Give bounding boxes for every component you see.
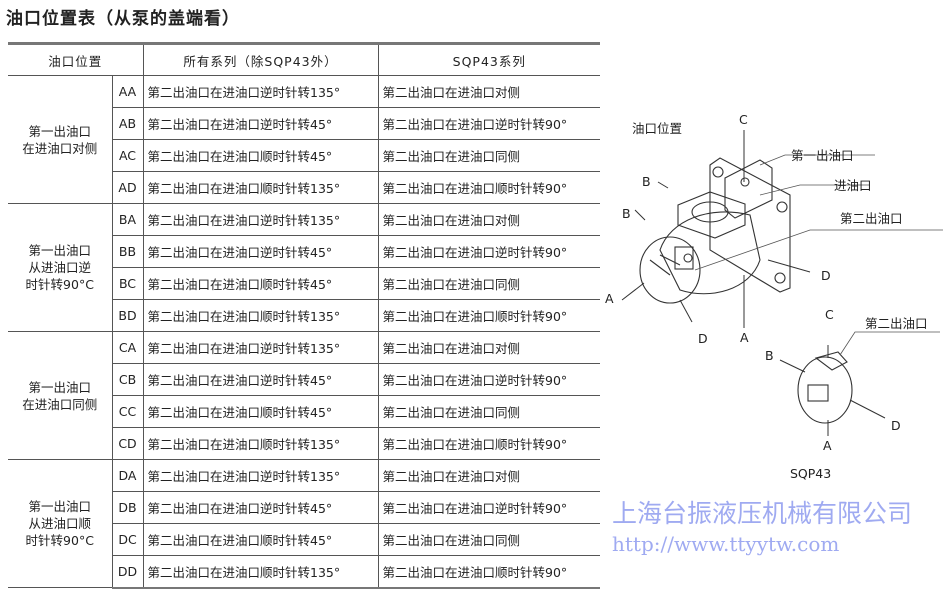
port-code: BC <box>111 267 144 300</box>
all-series-desc: 第二出油口在进油口顺时针转45° <box>142 523 379 556</box>
table-row: CD 第二出油口在进油口顺时针转135° 第二出油口在进油口顺时针转90° <box>8 427 600 460</box>
sqp43-desc: 第二出油口在进油口逆时针转90° <box>377 491 600 524</box>
table-row: 第一出油口 在进油口同侧 CA 第二出油口在进油口逆时针转135° 第二出油口在进油口对… <box>8 331 600 460</box>
watermark-company: 上海台振液压机械有限公司 <box>612 499 913 528</box>
page-title: 油口位置表（从泵的盖端看） <box>6 9 240 29</box>
sqp43-desc: 第二出油口在进油口顺时针转90° <box>377 427 600 460</box>
sqp43-desc: 第二出油口在进油口对侧 <box>377 459 600 492</box>
small-label-second-outlet: 第二出油口 <box>865 316 928 331</box>
port-code: DC <box>111 523 144 556</box>
label-second-outlet: 第二出油口 <box>840 211 903 226</box>
all-series-desc: 第二出油口在进油口顺时针转45° <box>142 395 379 428</box>
table-row: BC 第二出油口在进油口顺时针转45° 第二出油口在进油口同侧 <box>8 267 600 300</box>
sqp43-desc: 第二出油口在进油口顺时针转90° <box>377 555 600 589</box>
all-series-desc: 第二出油口在进油口逆时针转45° <box>142 491 379 524</box>
port-code: DD <box>111 555 144 589</box>
all-series-desc: 第二出油口在进油口顺时针转45° <box>142 267 379 300</box>
all-series-desc: 第二出油口在进油口逆时针转45° <box>142 107 379 140</box>
table-row: 第一出油口 从进油口逆 时针转90°C BA 第二出油口在进油口逆时针转135° 第二出油… <box>8 203 600 332</box>
all-series-desc: 第二出油口在进油口逆时针转135° <box>142 331 379 364</box>
label-b-upper: B <box>642 174 651 189</box>
label-d-right: D <box>821 268 831 283</box>
label-a-bottom: A <box>740 330 749 345</box>
all-series-desc: 第二出油口在进油口逆时针转135° <box>142 459 379 492</box>
sqp43-desc: 第二出油口在进油口同侧 <box>377 395 600 428</box>
sqp43-desc: 第二出油口在进油口逆时针转90° <box>377 235 600 268</box>
port-code: AA <box>111 75 144 108</box>
label-b-lower: B <box>622 206 631 221</box>
table-row: 第一出油口 在进油口对侧 AA 第二出油口在进油口逆时针转135° 第二出油口在进油口对… <box>8 75 600 204</box>
port-code: CC <box>111 395 144 428</box>
all-series-desc: 第二出油口在进油口顺时针转135° <box>142 555 379 589</box>
small-label-a: A <box>823 438 832 453</box>
group-label: 第一出油口 在进油口对侧 <box>8 75 113 204</box>
port-code: AB <box>111 107 144 140</box>
table-row: 第一出油口 从进油口顺 时针转90°C DA 第二出油口在进油口逆时针转135° 第二出油… <box>8 459 600 588</box>
port-code: CA <box>111 331 144 364</box>
port-code: BA <box>111 203 144 236</box>
table-row: DB 第二出油口在进油口逆时针转45° 第二出油口在进油口逆时针转90° <box>8 491 600 524</box>
port-code: AC <box>111 139 144 172</box>
port-code: BD <box>111 299 144 332</box>
port-code: BB <box>111 235 144 268</box>
port-code: CB <box>111 363 144 396</box>
sqp43-desc: 第二出油口在进油口顺时针转90° <box>377 171 600 204</box>
small-label-c: C <box>825 307 834 322</box>
table-row: DC 第二出油口在进油口顺时针转45° 第二出油口在进油口同侧 <box>8 523 600 556</box>
small-label-b: B <box>765 348 774 363</box>
table-row: DD 第二出油口在进油口顺时针转135° 第二出油口在进油口顺时针转90° <box>8 555 600 589</box>
group-label: 第一出油口 在进油口同侧 <box>8 331 113 460</box>
all-series-desc: 第二出油口在进油口逆时针转45° <box>142 363 379 396</box>
label-inlet: 进油口 <box>834 178 872 193</box>
all-series-desc: 第二出油口在进油口顺时针转135° <box>142 299 379 332</box>
small-caption: SQP43 <box>790 466 831 481</box>
diagram-title: 油口位置 <box>632 121 682 136</box>
sqp43-desc: 第二出油口在进油口逆时针转90° <box>377 363 600 396</box>
port-code: CD <box>111 427 144 460</box>
header-all-series: 所有系列（除SQP43外） <box>142 42 379 76</box>
sqp43-desc: 第二出油口在进油口逆时针转90° <box>377 107 600 140</box>
port-code: DB <box>111 491 144 524</box>
all-series-desc: 第二出油口在进油口逆时针转45° <box>142 235 379 268</box>
port-code: DA <box>111 459 144 492</box>
all-series-desc: 第二出油口在进油口顺时针转45° <box>142 139 379 172</box>
small-label-d: D <box>891 418 901 433</box>
sqp43-desc: 第二出油口在进油口顺时针转90° <box>377 299 600 332</box>
header-sqp43: SQP43系列 <box>377 42 600 76</box>
sqp43-desc: 第二出油口在进油口对侧 <box>377 75 600 108</box>
label-d-lower: D <box>698 331 708 346</box>
watermark-url: http://www.ttyytw.com <box>612 532 840 556</box>
group-label: 第一出油口 从进油口逆 时针转90°C <box>8 203 113 332</box>
sqp43-desc: 第二出油口在进油口同侧 <box>377 139 600 172</box>
sqp43-desc: 第二出油口在进油口对侧 <box>377 203 600 236</box>
port-position-table: 油口位置 所有系列（除SQP43外） SQP43系列 第一出油口 在进油口对侧 AA… <box>8 42 600 589</box>
all-series-desc: 第二出油口在进油口顺时针转135° <box>142 427 379 460</box>
pump-port-diagram: 油口位置 C 第一出油口 进油口 第二出油口 B B A D A D C 第二出… <box>605 112 943 481</box>
table-row: AD 第二出油口在进油口顺时针转135° 第二出油口在进油口顺时针转90° <box>8 171 600 204</box>
all-series-desc: 第二出油口在进油口逆时针转135° <box>142 75 379 108</box>
watermark: 上海台振液压机械有限公司 http://www.ttyytw.com <box>612 498 942 558</box>
all-series-desc: 第二出油口在进油口逆时针转135° <box>142 203 379 236</box>
header-port-position: 油口位置 <box>8 42 144 76</box>
all-series-desc: 第二出油口在进油口顺时针转135° <box>142 171 379 204</box>
label-c: C <box>739 112 748 127</box>
sqp43-desc: 第二出油口在进油口对侧 <box>377 331 600 364</box>
table-row: CB 第二出油口在进油口逆时针转45° 第二出油口在进油口逆时针转90° <box>8 363 600 396</box>
table-row: BB 第二出油口在进油口逆时针转45° 第二出油口在进油口逆时针转90° <box>8 235 600 268</box>
sqp43-desc: 第二出油口在进油口同侧 <box>377 523 600 556</box>
label-a-left: A <box>605 291 614 306</box>
table-row: CC 第二出油口在进油口顺时针转45° 第二出油口在进油口同侧 <box>8 395 600 428</box>
sqp43-desc: 第二出油口在进油口同侧 <box>377 267 600 300</box>
table-row: BD 第二出油口在进油口顺时针转135° 第二出油口在进油口顺时针转90° <box>8 299 600 332</box>
group-label: 第一出油口 从进油口顺 时针转90°C <box>8 459 113 588</box>
port-code: AD <box>111 171 144 204</box>
label-first-outlet: 第一出油口 <box>791 148 854 163</box>
